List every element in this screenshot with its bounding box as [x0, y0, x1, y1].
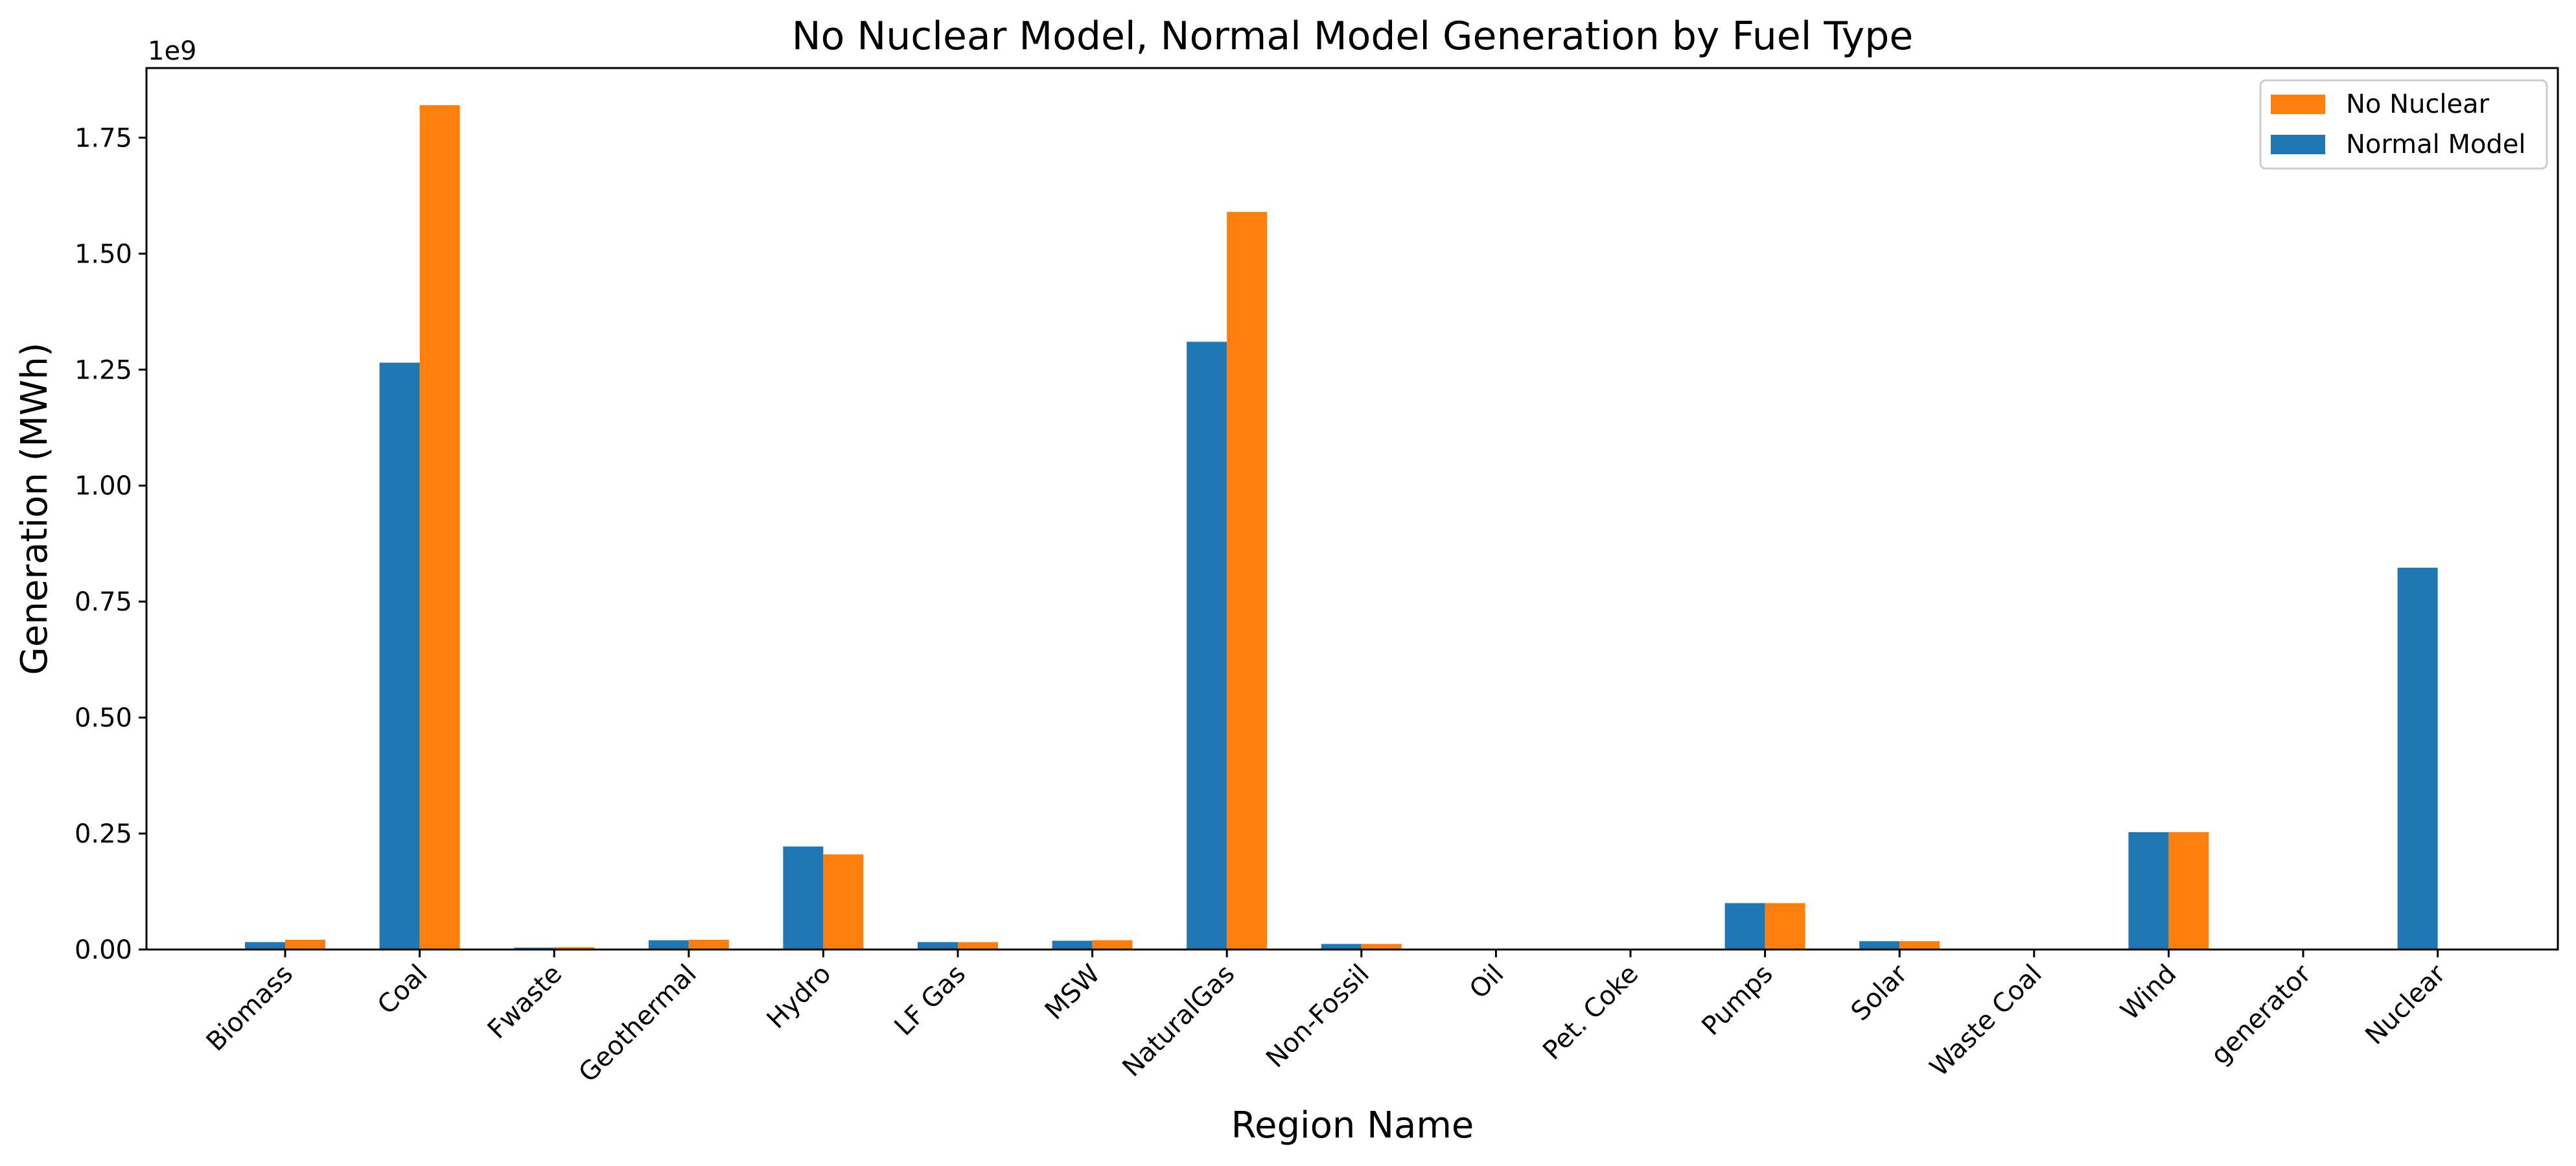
y-tick-label: 0.00: [75, 935, 132, 965]
bar-no-nuclear-lf-gas: [958, 942, 998, 950]
bar-no-nuclear-pumps: [1765, 903, 1805, 950]
bar-normal-model-msw: [1052, 940, 1093, 950]
x-tick-label: Pumps: [1696, 959, 1778, 1042]
bar-normal-model-nuclear: [2397, 567, 2438, 950]
x-tick-label: Oil: [1464, 959, 1510, 1005]
bar-normal-model-geothermal: [648, 940, 689, 950]
y-axis-label: Generation (MWh): [14, 342, 56, 675]
x-tick-label: generator: [2205, 959, 2317, 1071]
bar-normal-model-hydro: [783, 846, 824, 950]
y-tick-label: 0.50: [75, 703, 132, 733]
x-tick-label: LF Gas: [889, 959, 972, 1042]
bar-no-nuclear-hydro: [823, 854, 864, 950]
x-tick-label: Coal: [372, 959, 434, 1021]
bar-normal-model-lf-gas: [918, 942, 958, 950]
legend-label: No Nuclear: [2346, 89, 2490, 119]
bar-no-nuclear-geothermal: [688, 939, 729, 950]
x-tick-label: Geothermal: [573, 959, 702, 1088]
x-tick-label: NaturalGas: [1117, 959, 1240, 1083]
bar-normal-model-wind: [2128, 832, 2169, 950]
legend-frame: [2259, 79, 2548, 170]
bar-normal-model-non-fossil: [1321, 944, 1362, 950]
bar-no-nuclear-biomass: [285, 939, 325, 950]
y-axis-exponent-label: 1e9: [148, 36, 197, 66]
bar-no-nuclear-non-fossil: [1361, 944, 1402, 950]
bar-normal-model-coal: [379, 362, 420, 950]
bar-no-nuclear-coal: [419, 105, 460, 950]
bar-normal-model-pumps: [1724, 903, 1765, 950]
y-tick-label: 0.25: [75, 819, 132, 849]
x-tick-label: Hydro: [761, 959, 837, 1035]
y-tick-label: 1.25: [75, 355, 132, 385]
x-tick-label: Nuclear: [2360, 959, 2452, 1051]
bar-normal-model-solar: [1859, 941, 1900, 950]
x-axis-label: Region Name: [1231, 1104, 1474, 1147]
bar-normal-model-naturalgas: [1187, 342, 1227, 950]
legend-label: Normal Model: [2346, 130, 2526, 159]
x-tick-label: Biomass: [201, 959, 299, 1057]
x-tick-label: Fwaste: [482, 959, 568, 1045]
bar-no-nuclear-naturalgas: [1227, 211, 1268, 950]
bar-normal-model-biomass: [245, 942, 285, 950]
x-tick-label: Solar: [1846, 959, 1914, 1027]
legend: No Nuclear Normal Model: [2259, 79, 2548, 170]
x-tick-label: Wind: [2115, 959, 2183, 1027]
legend-swatch: [2271, 135, 2325, 154]
bar-no-nuclear-wind: [2168, 832, 2209, 950]
y-tick-label: 1.00: [75, 471, 132, 501]
bar-no-nuclear-fwaste: [554, 947, 595, 950]
x-tick-label: Pet. Coke: [1537, 959, 1644, 1066]
chart-title: No Nuclear Model, Normal Model Generatio…: [792, 14, 1914, 59]
x-tick-label: Non-Fossil: [1260, 959, 1375, 1074]
x-axis-ticks: Biomass Coal Fwaste Geothermal Hydro LF Gas MS…: [201, 950, 2452, 1088]
y-axis-ticks: 0.00 0.25 0.50 0.75 1.00 1.25 1.50 1.75: [75, 123, 146, 965]
legend-swatch: [2271, 95, 2325, 114]
bar-no-nuclear-msw: [1092, 940, 1133, 950]
y-tick-label: 1.50: [75, 239, 132, 269]
x-tick-label: MSW: [1039, 959, 1106, 1026]
bars-group: [245, 105, 2438, 950]
x-tick-label: Waste Coal: [1924, 959, 2047, 1082]
y-tick-label: 1.75: [75, 123, 132, 153]
bar-no-nuclear-solar: [1899, 941, 1940, 950]
plot-area-frame: [145, 67, 2559, 951]
y-tick-label: 0.75: [75, 587, 132, 617]
